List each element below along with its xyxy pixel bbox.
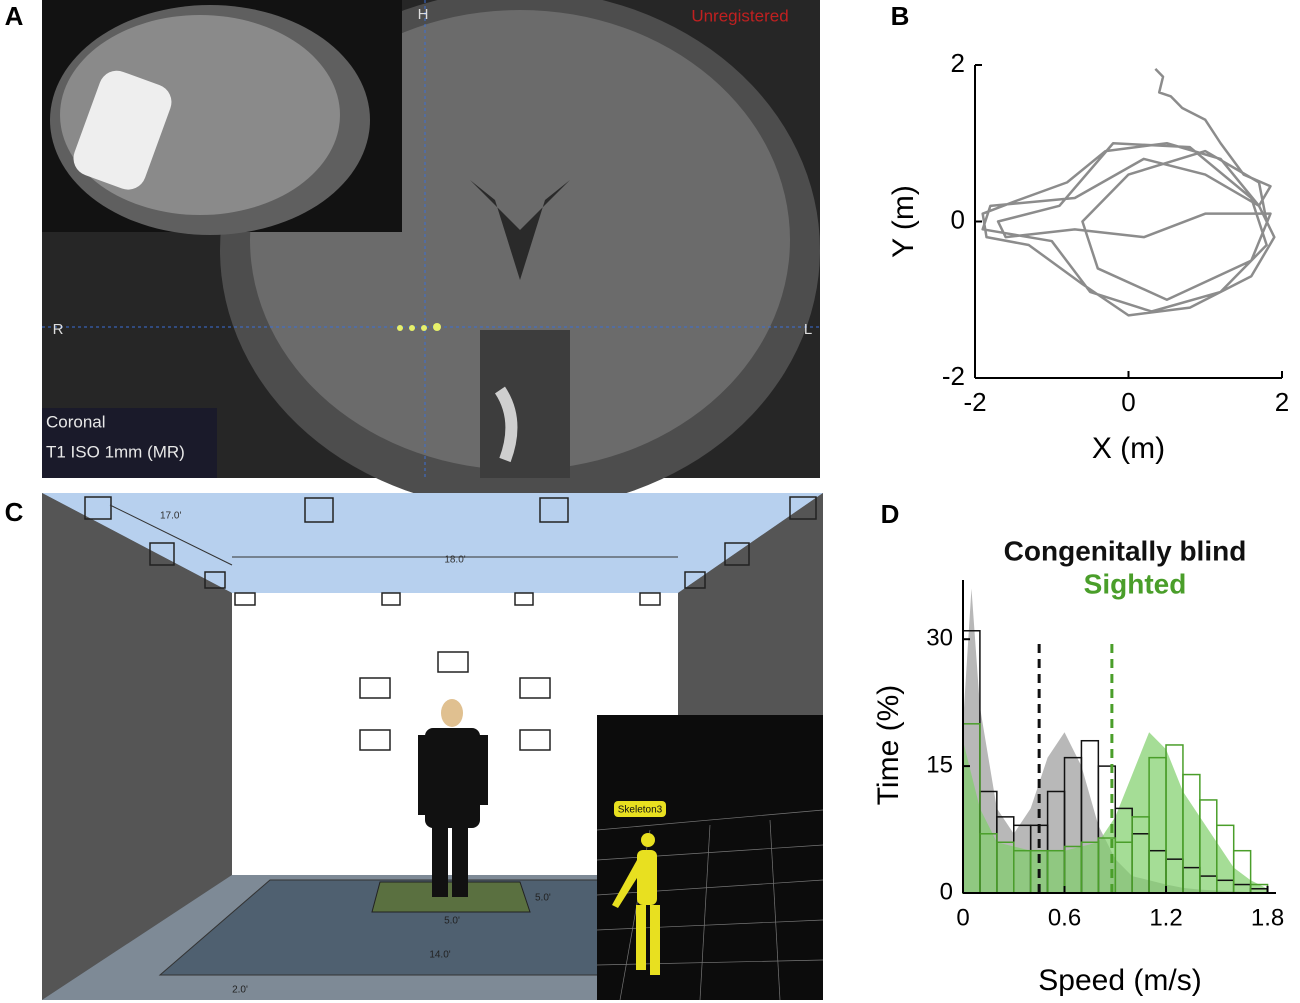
view-label: Coronal xyxy=(46,412,106,431)
x-tick-label: 0.6 xyxy=(1048,904,1081,931)
dimension-label: 5.0' xyxy=(535,893,551,904)
dimension-label: 14.0' xyxy=(429,950,450,961)
legend-entry: Sighted xyxy=(1084,568,1187,599)
inset-grid xyxy=(596,809,824,1001)
dimension-label: 17.0' xyxy=(160,511,181,522)
y-tick-label: 2 xyxy=(951,48,965,78)
vessel xyxy=(494,386,518,463)
panel-a: H Unregistered R L Coronal T1 ISO 1mm (M… xyxy=(42,0,820,510)
legend-entry: Congenitally blind xyxy=(1004,535,1247,566)
x-tick-label: 2 xyxy=(1275,387,1289,417)
dimension-label: 18.0' xyxy=(444,555,465,566)
side-label: L xyxy=(804,321,812,338)
density-area xyxy=(963,732,1268,893)
y-tick-label: 30 xyxy=(926,625,953,652)
y-tick-label: 0 xyxy=(951,204,965,234)
y-tick-label: -2 xyxy=(942,361,965,391)
left-wall xyxy=(42,493,232,1000)
dimension-line xyxy=(109,504,233,566)
y-tick-label: 0 xyxy=(940,878,953,905)
inset-tag xyxy=(614,801,666,817)
brainstem xyxy=(480,330,570,478)
status-label: Unregistered xyxy=(691,6,788,25)
inset-label: Skeleton3 xyxy=(618,805,663,816)
x-axis-label: Speed (m/s) xyxy=(1038,964,1201,997)
cursor-label: H xyxy=(418,6,429,23)
x-tick-label: 1.2 xyxy=(1149,904,1182,931)
x-tick-label: 0 xyxy=(956,904,969,931)
y-axis-label: Time (%) xyxy=(872,685,905,806)
inset-device xyxy=(73,70,172,190)
dimension-label: 5.0' xyxy=(444,916,460,927)
panel-label: A xyxy=(5,1,24,31)
trajectory xyxy=(981,68,1276,317)
panel-c: 17.0' 18.0' 5.0' 5.0' 14.0' 2.0' Skeleto… xyxy=(42,493,824,1001)
panel-label: D xyxy=(881,499,900,529)
dimension-label: 2.0' xyxy=(232,985,248,996)
x-tick-label: 1.8 xyxy=(1251,904,1284,931)
panel-label: C xyxy=(5,497,24,527)
sequence-label: T1 ISO 1mm (MR) xyxy=(46,442,185,461)
panel-label: B xyxy=(891,1,910,31)
y-axis-label: Y (m) xyxy=(887,185,920,258)
ceiling xyxy=(42,493,823,593)
x-tick-label: -2 xyxy=(963,387,986,417)
person xyxy=(418,699,488,897)
cameras xyxy=(84,496,817,751)
side-label: R xyxy=(53,321,64,338)
x-tick-label: 0 xyxy=(1121,387,1135,417)
mat xyxy=(371,881,531,913)
inset-skeleton xyxy=(612,833,660,975)
y-tick-label: 15 xyxy=(926,751,953,778)
ventricles xyxy=(470,180,570,280)
x-axis-label: X (m) xyxy=(1092,432,1165,465)
electrodes xyxy=(397,323,441,331)
label-box xyxy=(42,408,217,478)
